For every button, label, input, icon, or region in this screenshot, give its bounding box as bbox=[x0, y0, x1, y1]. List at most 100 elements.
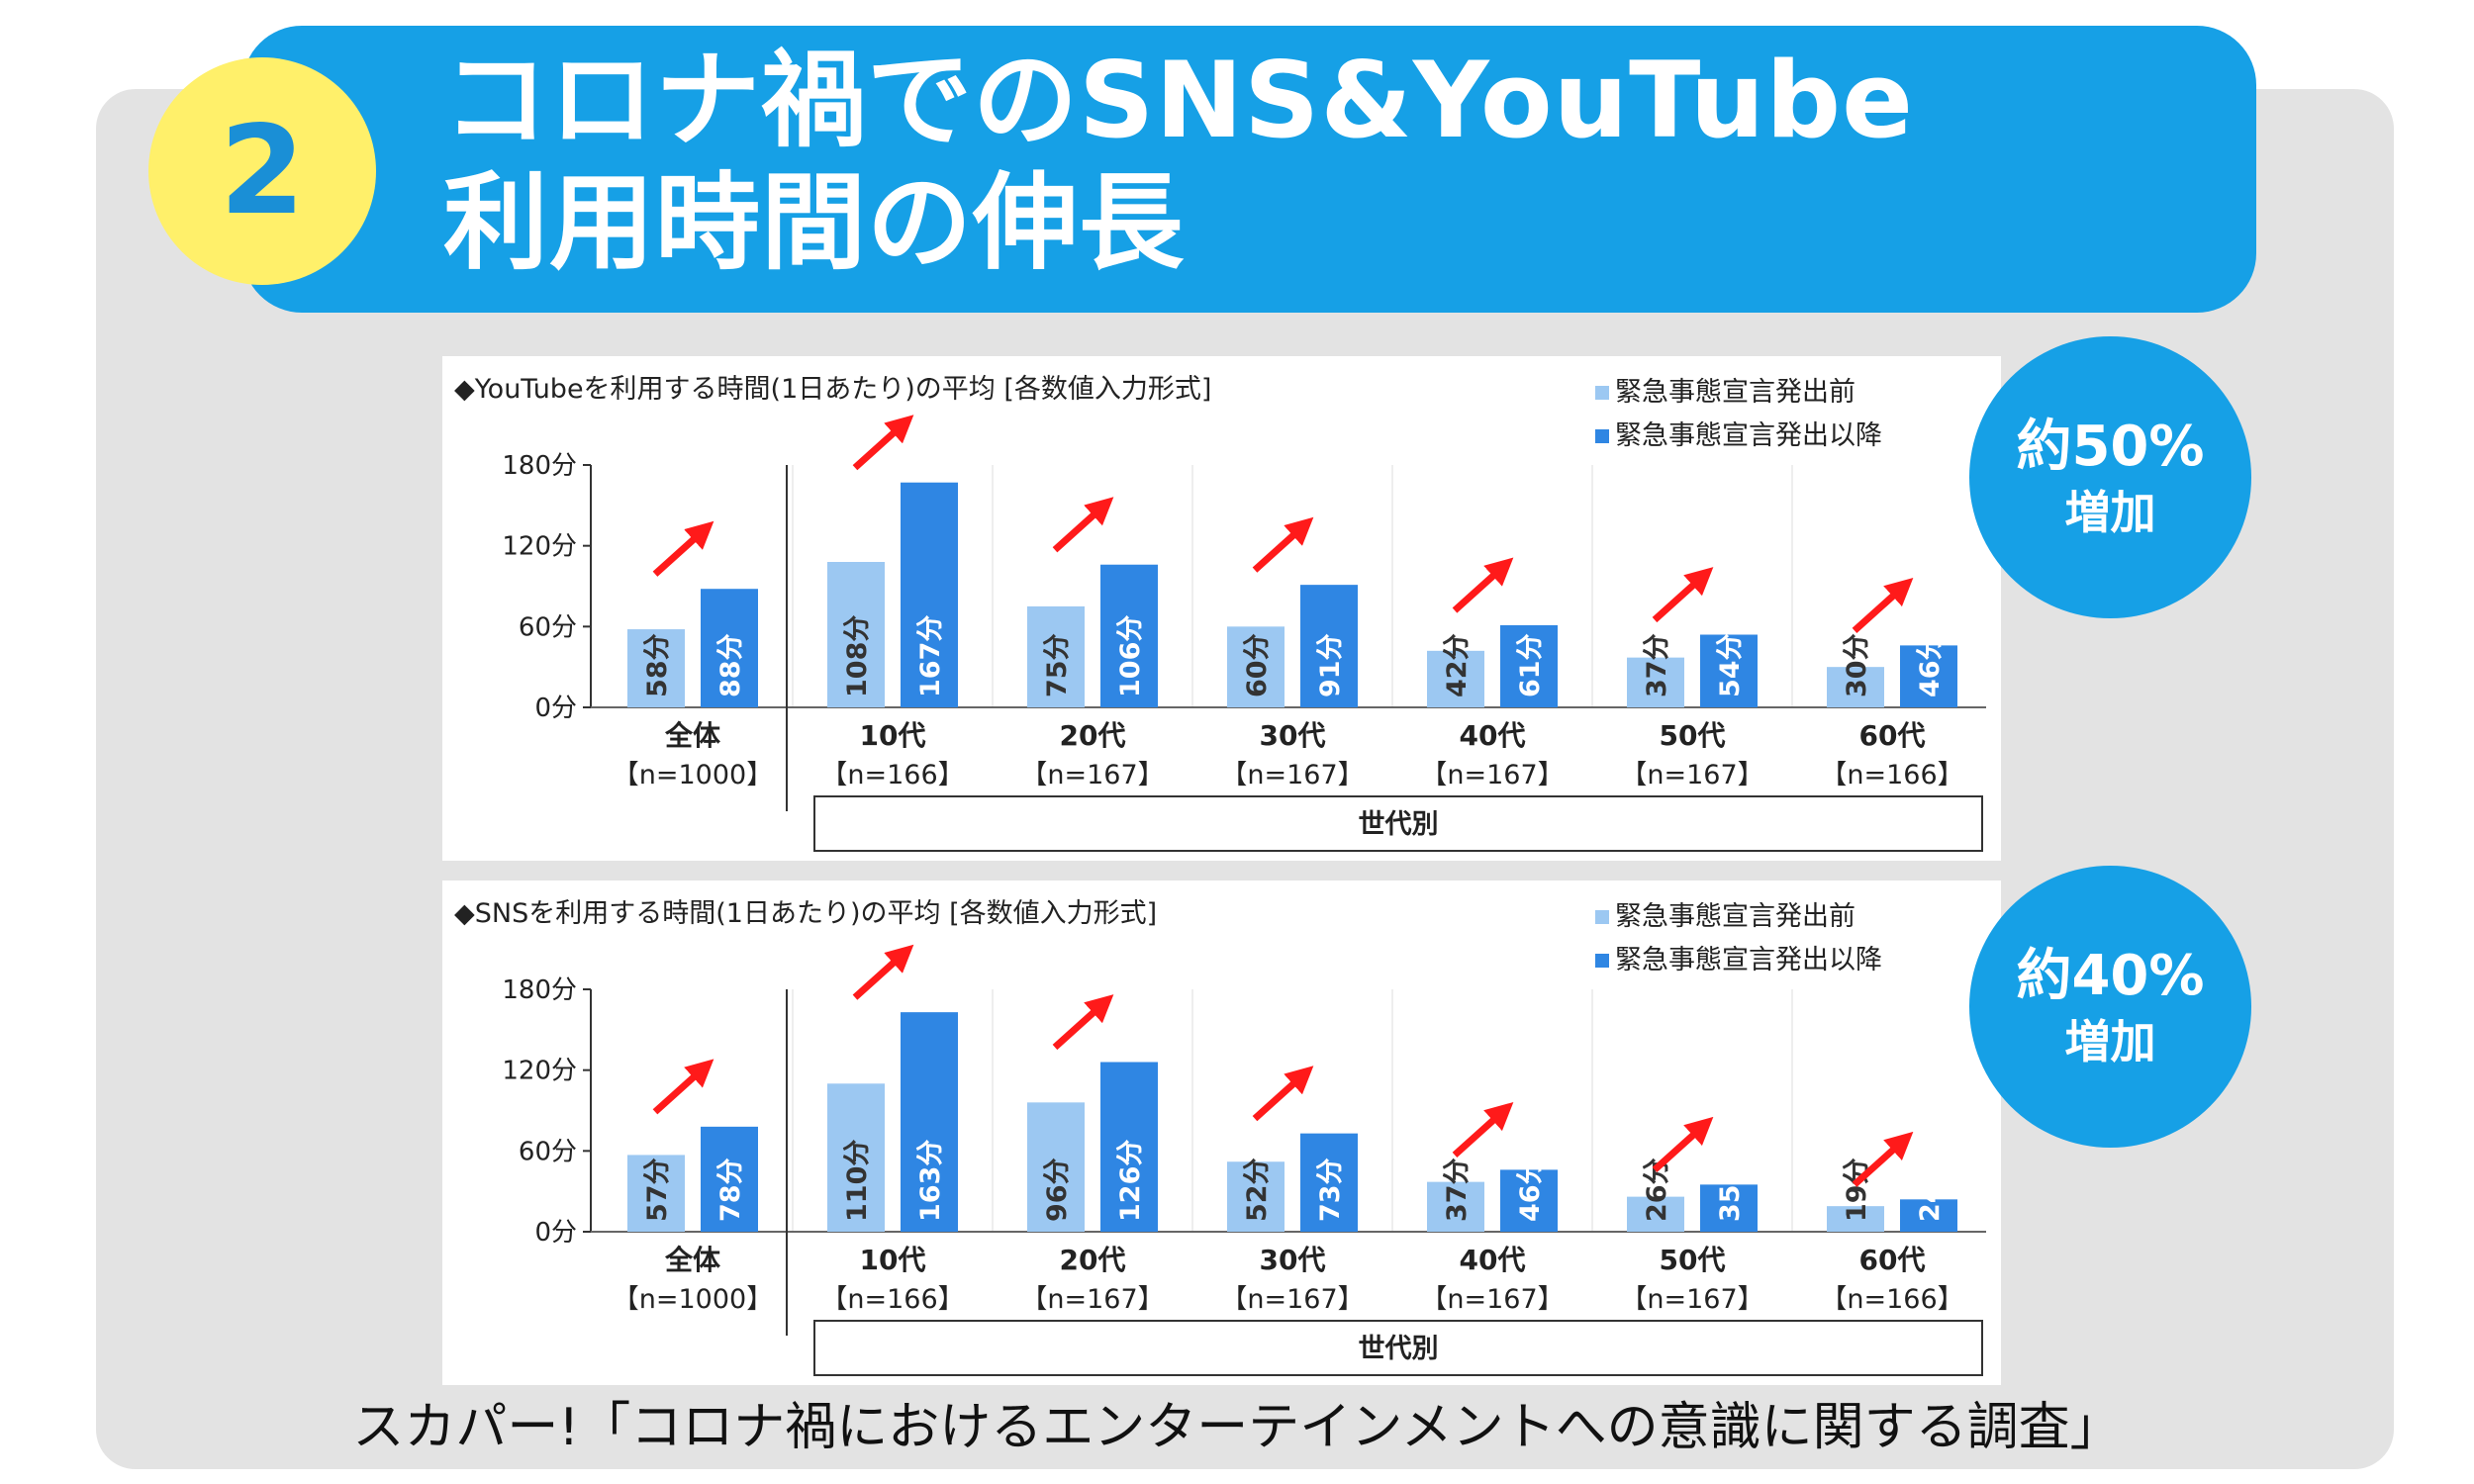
yt-bar-after-3 bbox=[1300, 585, 1358, 707]
sns-legend-swatch-1 bbox=[1595, 954, 1609, 968]
sns-increase-arrow-6 bbox=[1852, 1131, 1914, 1187]
sns-bar-after-3 bbox=[1300, 1133, 1358, 1232]
yt-bar-before-4 bbox=[1427, 650, 1484, 707]
yt-legend-label-0: 緊急事態宣言発出前 bbox=[1615, 377, 1856, 408]
yt-category-label-3: 30代 bbox=[1260, 719, 1326, 752]
sns-value-before-3: 52分 bbox=[1242, 1158, 1273, 1222]
sns-sample-size-4: 【n=167】 bbox=[1420, 1284, 1564, 1315]
youtube-increase-percent: 約50% bbox=[2016, 414, 2205, 479]
yt-legend-swatch-1 bbox=[1595, 429, 1609, 443]
sns-bar-before-1 bbox=[827, 1083, 885, 1232]
sns-value-after-3: 73分 bbox=[1315, 1158, 1346, 1222]
sns-category-label-5: 50代 bbox=[1660, 1244, 1726, 1276]
sns-increase-label: 増加 bbox=[2064, 1014, 2156, 1068]
sns-category-label-1: 10代 bbox=[860, 1244, 926, 1276]
sns-bar-after-6 bbox=[1900, 1199, 1957, 1232]
yt-ytick-label-3: 180分 bbox=[502, 451, 577, 481]
yt-value-before-0: 58分 bbox=[642, 633, 673, 697]
yt-title: ◆YouTubeを利用する時間(1日あたり)の平均 [各数値入力形式] bbox=[454, 374, 1211, 405]
yt-group-box bbox=[813, 795, 1983, 852]
yt-ytick-label-1: 60分 bbox=[519, 612, 577, 642]
yt-bar-before-0 bbox=[627, 629, 685, 707]
sns-value-after-5: 35分 bbox=[1715, 1158, 1746, 1222]
sns-bar-before-5 bbox=[1627, 1196, 1684, 1232]
yt-category-label-4: 40代 bbox=[1460, 719, 1526, 752]
yt-value-before-6: 30分 bbox=[1842, 633, 1872, 697]
sns-increase-arrow-0 bbox=[652, 1059, 714, 1115]
title-banner bbox=[242, 26, 2256, 313]
sns-group-box bbox=[813, 1320, 1983, 1376]
sns-increase-percent: 約40% bbox=[2016, 943, 2205, 1008]
yt-value-after-0: 88分 bbox=[715, 633, 746, 697]
yt-category-label-2: 20代 bbox=[1060, 719, 1126, 752]
sns-increase-arrow-2 bbox=[1052, 994, 1114, 1051]
sns-bar-before-4 bbox=[1427, 1181, 1484, 1232]
sns-increase-badge: 約40% 増加 bbox=[1969, 866, 2251, 1148]
youtube-chart-svg: ◆YouTubeを利用する時間(1日あたり)の平均 [各数値入力形式] 緊急事態宣… bbox=[454, 374, 1986, 852]
sns-sample-size-6: 【n=166】 bbox=[1820, 1284, 1963, 1315]
yt-value-before-4: 42分 bbox=[1442, 633, 1473, 697]
sns-category-label-0: 全体 bbox=[664, 1244, 721, 1276]
sns-bar-before-2 bbox=[1027, 1102, 1085, 1232]
sns-increase-arrow-1 bbox=[852, 944, 914, 1000]
yt-value-before-3: 60分 bbox=[1242, 633, 1273, 697]
yt-bar-after-4 bbox=[1500, 624, 1558, 707]
sns-bar-after-4 bbox=[1500, 1169, 1558, 1232]
yt-value-after-6: 46分 bbox=[1915, 633, 1946, 697]
sns-ytick-label-1: 60分 bbox=[519, 1137, 577, 1166]
sns-bar-after-1 bbox=[901, 1012, 958, 1232]
yt-category-label-5: 50代 bbox=[1660, 719, 1726, 752]
sns-bar-after-2 bbox=[1100, 1062, 1158, 1232]
sns-increase-arrow-5 bbox=[1652, 1116, 1714, 1172]
yt-bar-before-2 bbox=[1027, 605, 1085, 707]
sns-bar-after-5 bbox=[1700, 1184, 1758, 1232]
yt-bar-before-1 bbox=[827, 562, 885, 707]
yt-value-before-1: 108分 bbox=[842, 615, 873, 697]
yt-bar-before-5 bbox=[1627, 657, 1684, 707]
yt-bar-after-0 bbox=[701, 589, 758, 707]
sns-sample-size-5: 【n=167】 bbox=[1620, 1284, 1763, 1315]
sns-value-after-1: 163分 bbox=[915, 1140, 946, 1222]
sns-category-label-2: 20代 bbox=[1060, 1244, 1126, 1276]
yt-value-before-5: 37分 bbox=[1642, 633, 1672, 697]
yt-increase-arrow-4 bbox=[1452, 557, 1514, 613]
youtube-usage-chart: ◆YouTubeを利用する時間(1日あたり)の平均 [各数値入力形式] 緊急事態宣… bbox=[442, 356, 2001, 861]
sns-ytick-label-2: 120分 bbox=[502, 1057, 577, 1086]
sns-sample-size-2: 【n=167】 bbox=[1020, 1284, 1164, 1315]
sns-sample-size-1: 【n=166】 bbox=[820, 1284, 964, 1315]
yt-bar-after-5 bbox=[1700, 634, 1758, 707]
yt-increase-arrow-0 bbox=[652, 520, 714, 577]
sns-value-before-6: 19分 bbox=[1842, 1158, 1872, 1222]
sns-bar-before-3 bbox=[1227, 1161, 1285, 1232]
yt-increase-arrow-6 bbox=[1852, 577, 1914, 633]
yt-legend-swatch-0 bbox=[1595, 386, 1609, 400]
yt-ytick-label-2: 120分 bbox=[502, 532, 577, 562]
yt-category-label-0: 全体 bbox=[664, 719, 721, 752]
yt-sample-size-6: 【n=166】 bbox=[1820, 760, 1963, 790]
youtube-increase-label: 増加 bbox=[2064, 485, 2156, 539]
sns-value-before-2: 96分 bbox=[1042, 1158, 1073, 1222]
sns-category-label-4: 40代 bbox=[1460, 1244, 1526, 1276]
yt-sample-size-5: 【n=167】 bbox=[1620, 760, 1763, 790]
sns-legend-swatch-0 bbox=[1595, 910, 1609, 924]
yt-group-label: 世代別 bbox=[1359, 809, 1439, 840]
yt-category-label-6: 60代 bbox=[1859, 719, 1926, 752]
yt-increase-arrow-2 bbox=[1052, 497, 1114, 553]
title-line-2: 利用時間の伸長 bbox=[443, 162, 1185, 284]
yt-value-after-1: 167分 bbox=[915, 615, 946, 697]
yt-bar-before-3 bbox=[1227, 626, 1285, 707]
yt-ytick-label-0: 0分 bbox=[534, 694, 577, 723]
yt-bar-after-6 bbox=[1900, 645, 1957, 707]
sns-value-before-4: 37分 bbox=[1442, 1158, 1473, 1222]
sns-value-after-0: 78分 bbox=[715, 1158, 746, 1222]
sns-value-after-4: 46分 bbox=[1515, 1158, 1546, 1222]
yt-value-after-4: 61分 bbox=[1515, 633, 1546, 697]
sns-group-label: 世代別 bbox=[1359, 1334, 1439, 1364]
yt-sample-size-3: 【n=167】 bbox=[1220, 760, 1364, 790]
sns-bar-before-0 bbox=[627, 1155, 685, 1232]
yt-sample-size-0: 【n=1000】 bbox=[613, 760, 773, 790]
yt-increase-arrow-1 bbox=[852, 415, 914, 471]
yt-sample-size-4: 【n=167】 bbox=[1420, 760, 1564, 790]
sns-value-before-0: 57分 bbox=[642, 1158, 673, 1222]
sns-category-label-6: 60代 bbox=[1859, 1244, 1926, 1276]
